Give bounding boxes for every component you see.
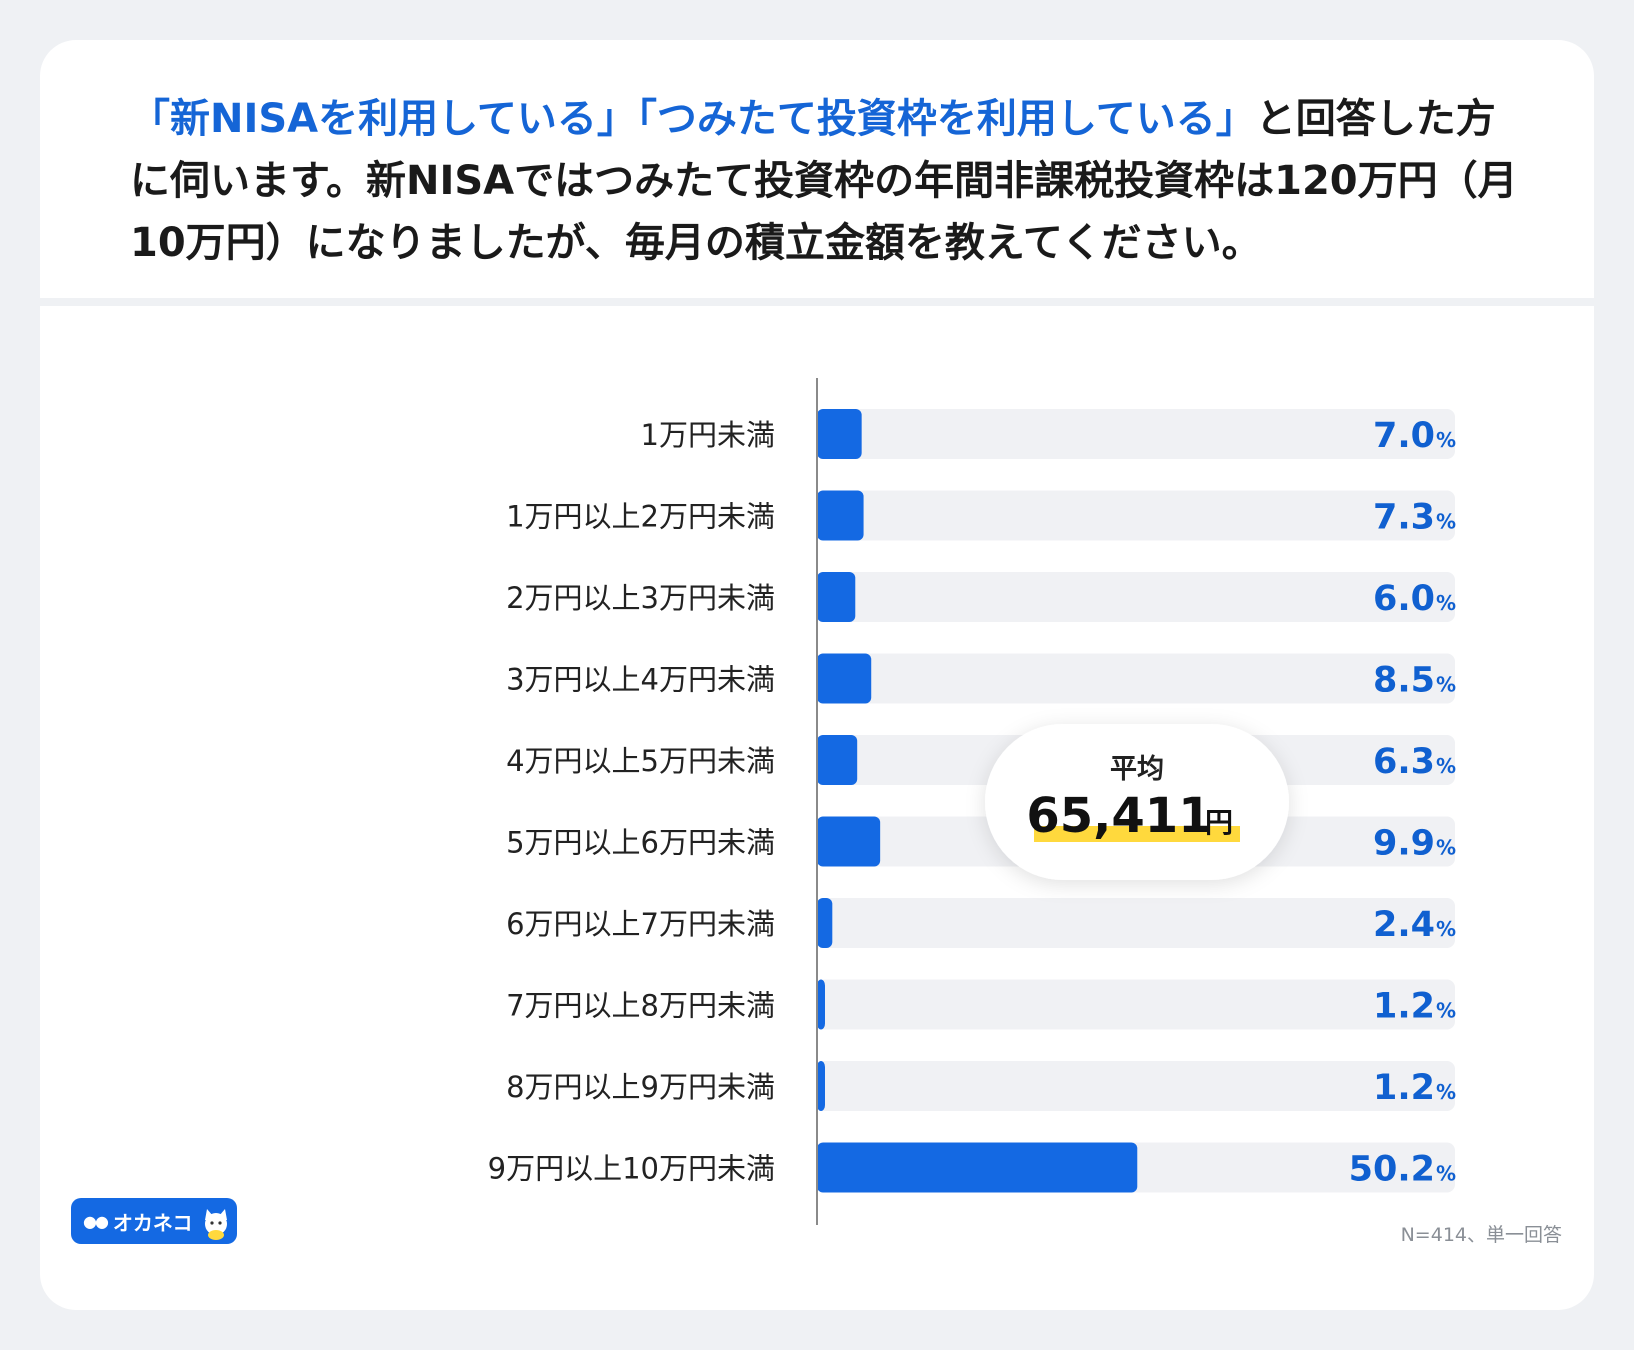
percent-unit: % xyxy=(1436,1162,1456,1186)
percent-unit: % xyxy=(1436,836,1456,860)
category-label: 7万円以上8万円未満 xyxy=(506,989,775,1023)
bar xyxy=(817,409,862,459)
value-label: 50.2 xyxy=(1349,1150,1435,1190)
percent-unit: % xyxy=(1436,1080,1456,1104)
value-label: 2.4 xyxy=(1373,905,1435,945)
category-label: 8万円以上9万円未満 xyxy=(506,1070,775,1104)
cat-mascot-icon xyxy=(205,1209,227,1240)
percent-unit: % xyxy=(1436,510,1456,534)
bar xyxy=(817,572,856,622)
bar-track xyxy=(817,409,1455,459)
percent-unit: % xyxy=(1436,428,1456,452)
value-label: 7.0 xyxy=(1373,416,1435,456)
percent-unit: % xyxy=(1436,673,1456,697)
bar xyxy=(817,898,833,948)
sample-footnote: N=414、単一回答 xyxy=(1400,1224,1562,1246)
question-body: と回答した方に伺います。新NISAではつみたて投資枠の年間非課税投資枠は120万… xyxy=(130,96,1518,266)
average-unit: 円 xyxy=(1205,806,1233,839)
bar-track xyxy=(817,490,1455,541)
bar-track xyxy=(817,1061,1455,1111)
percent-unit: % xyxy=(1436,754,1456,778)
bar xyxy=(817,653,872,704)
category-label: 5万円以上6万円未満 xyxy=(506,826,775,860)
bar-track xyxy=(817,898,1455,948)
category-label: 4万円以上5万円未満 xyxy=(506,744,775,778)
okaneko-logo: ●● オカネコ xyxy=(71,1198,237,1244)
percent-unit: % xyxy=(1436,591,1456,615)
bar xyxy=(817,1061,825,1111)
value-label: 9.9 xyxy=(1373,824,1435,864)
question-quote-1: 「新NISAを利用している」 xyxy=(130,96,637,142)
value-label: 8.5 xyxy=(1373,661,1435,701)
bar xyxy=(817,816,881,867)
average-value: 65,411 xyxy=(1026,788,1211,844)
value-label: 1.2 xyxy=(1373,987,1435,1027)
bar xyxy=(817,979,825,1030)
value-label: 6.3 xyxy=(1373,742,1435,782)
category-label: 9万円以上10万円未満 xyxy=(488,1152,775,1186)
category-label: 6万円以上7万円未満 xyxy=(506,907,775,941)
value-label: 7.3 xyxy=(1373,498,1435,538)
value-label: 1.2 xyxy=(1373,1068,1435,1108)
average-highlight xyxy=(1034,826,1240,842)
bar xyxy=(817,735,858,785)
bar-track xyxy=(817,653,1455,704)
value-label: 6.0 xyxy=(1373,579,1435,619)
logo-text: オカネコ xyxy=(112,1210,193,1235)
bar xyxy=(817,490,864,541)
bar-track xyxy=(817,979,1455,1030)
bar xyxy=(817,1142,1138,1193)
percent-unit: % xyxy=(1436,917,1456,941)
percent-unit: % xyxy=(1436,999,1456,1023)
logo-mark-icon: ●● xyxy=(83,1211,109,1231)
bar-track xyxy=(817,572,1455,622)
question-quote-2: 「つみたて投資枠を利用している」 xyxy=(636,96,1256,142)
category-label: 1万円以上2万円未満 xyxy=(506,500,775,534)
category-label: 2万円以上3万円未満 xyxy=(506,581,775,615)
category-label: 1万円未満 xyxy=(641,418,775,452)
header-divider xyxy=(40,298,1594,306)
category-label: 3万円以上4万円未満 xyxy=(506,663,775,697)
average-label: 平均 xyxy=(1110,754,1164,785)
survey-question: 「新NISAを利用している」「つみたて投資枠を利用している」と回答した方に伺いま… xyxy=(130,88,1530,274)
